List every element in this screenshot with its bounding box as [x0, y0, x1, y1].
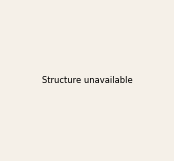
- Text: Structure unavailable: Structure unavailable: [42, 76, 132, 85]
